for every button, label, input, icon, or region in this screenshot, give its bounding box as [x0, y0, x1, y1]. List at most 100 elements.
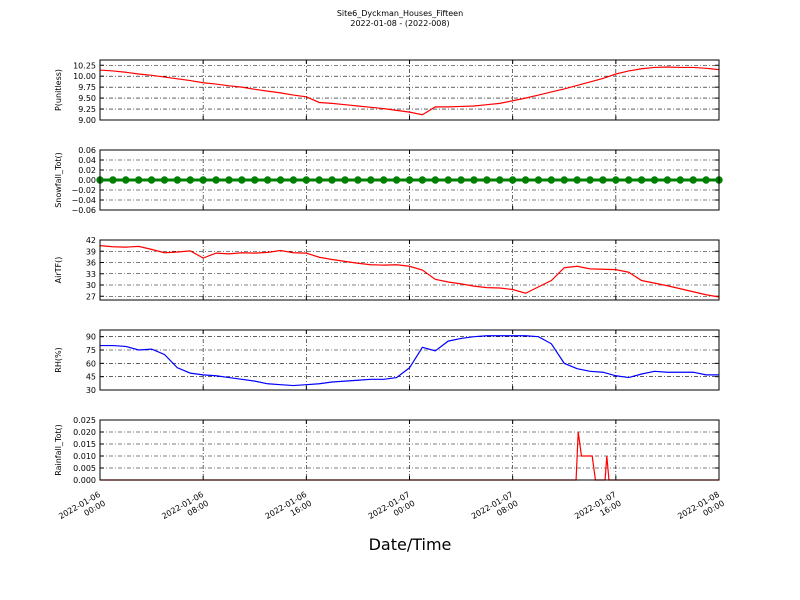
- marker: [380, 176, 388, 184]
- marker: [225, 176, 233, 184]
- marker: [160, 176, 169, 184]
- y-tick-label: 45: [86, 373, 96, 382]
- marker: [367, 176, 375, 184]
- marker: [328, 176, 336, 184]
- marker: [599, 176, 607, 184]
- y-tick-label: 27: [86, 292, 96, 301]
- marker: [637, 176, 646, 184]
- marker: [508, 176, 517, 184]
- marker: [573, 176, 581, 184]
- y-tick-label: 0.02: [78, 166, 96, 175]
- marker: [431, 176, 439, 184]
- marker: [702, 176, 710, 184]
- marker: [238, 176, 246, 184]
- y-axis-label: Rainfall_Tot(): [54, 424, 63, 476]
- y-tick-label: 0.020: [73, 428, 96, 437]
- marker: [625, 176, 633, 184]
- y-axis-label: RH(%): [54, 347, 63, 372]
- y-tick-label: 0.000: [73, 476, 96, 485]
- series-line: [100, 335, 719, 387]
- y-tick-label: 0.04: [78, 156, 96, 165]
- marker: [276, 176, 285, 184]
- series-line: [99, 66, 720, 116]
- y-tick-label: 10.00: [73, 72, 96, 81]
- y-tick-label: 0.06: [78, 146, 96, 155]
- marker: [173, 176, 182, 184]
- y-tick-label: 9.75: [78, 83, 96, 92]
- marker: [483, 176, 491, 184]
- marker: [109, 176, 117, 184]
- y-tick-label: −0.04: [71, 196, 96, 205]
- y-tick-label: 9.00: [78, 116, 96, 125]
- x-tick-label: 2022-01-0616:00: [264, 490, 314, 530]
- y-tick-label: 0.025: [73, 416, 96, 425]
- marker: [405, 176, 414, 184]
- y-axis-label: AirTF(): [54, 257, 63, 284]
- y-tick-label: 0.005: [73, 464, 96, 473]
- marker: [444, 176, 452, 184]
- marker: [547, 176, 556, 184]
- plot-frame: [99, 419, 720, 481]
- marker: [496, 176, 504, 184]
- marker: [263, 176, 272, 184]
- y-tick-label: 9.50: [78, 94, 96, 103]
- marker: [470, 176, 478, 184]
- y-axis-label: Snowfall_Tot(): [54, 152, 63, 208]
- marker: [354, 176, 362, 184]
- marker: [586, 176, 594, 184]
- x-tick-label: 2022-01-0600:00: [57, 490, 107, 530]
- marker: [392, 176, 401, 184]
- y-axis-label: P(unitless): [54, 69, 63, 111]
- marker: [251, 176, 259, 184]
- plot-frame: [99, 149, 720, 211]
- marker: [315, 176, 323, 184]
- marker: [534, 176, 543, 184]
- y-tick-label: 0.00: [78, 176, 96, 185]
- plot-frame: [99, 59, 720, 121]
- marker: [650, 176, 659, 184]
- marker: [134, 176, 143, 184]
- marker: [289, 176, 298, 184]
- y-tick-label: 36: [86, 259, 96, 268]
- y-tick-label: 75: [86, 346, 96, 355]
- y-tick-label: 33: [86, 270, 96, 279]
- marker: [147, 176, 156, 184]
- y-tick-label: 9.25: [78, 105, 96, 114]
- plot-frame: [99, 329, 720, 391]
- plot-frame: [99, 239, 720, 301]
- series-line: [100, 431, 719, 481]
- marker: [212, 176, 220, 184]
- x-tick-label: 2022-01-0800:00: [676, 490, 726, 530]
- y-tick-label: −0.02: [71, 186, 96, 195]
- y-tick-label: 39: [86, 247, 96, 256]
- x-tick-label: 2022-01-0700:00: [367, 490, 417, 530]
- marker: [663, 176, 672, 184]
- marker: [676, 176, 685, 184]
- y-tick-label: −0.06: [71, 206, 96, 215]
- y-tick-label: 90: [86, 333, 96, 342]
- series-line: [99, 245, 720, 298]
- x-tick-label: 2022-01-0608:00: [160, 490, 210, 530]
- marker: [302, 176, 311, 184]
- chart-subtitle: 2022-01-08 - (2022-008): [350, 19, 449, 28]
- y-tick-label: 42: [86, 236, 96, 245]
- y-tick-label: 30: [86, 281, 96, 290]
- y-tick-label: 0.010: [73, 452, 96, 461]
- marker: [521, 176, 530, 184]
- marker: [457, 176, 465, 184]
- marker: [341, 176, 349, 184]
- marker: [418, 176, 427, 184]
- chart-title: Site6_Dyckman_Houses_Fifteen: [337, 9, 463, 18]
- y-tick-label: 60: [86, 359, 96, 368]
- marker: [122, 176, 130, 184]
- y-tick-label: 0.015: [73, 440, 96, 449]
- y-tick-label: 30: [86, 386, 96, 395]
- marker: [186, 176, 194, 184]
- y-tick-label: 10.25: [73, 61, 96, 70]
- x-axis-label: Date/Time: [369, 535, 452, 554]
- marker: [560, 176, 568, 184]
- marker: [612, 176, 620, 184]
- marker: [199, 176, 207, 184]
- x-tick-label: 2022-01-0716:00: [573, 490, 623, 530]
